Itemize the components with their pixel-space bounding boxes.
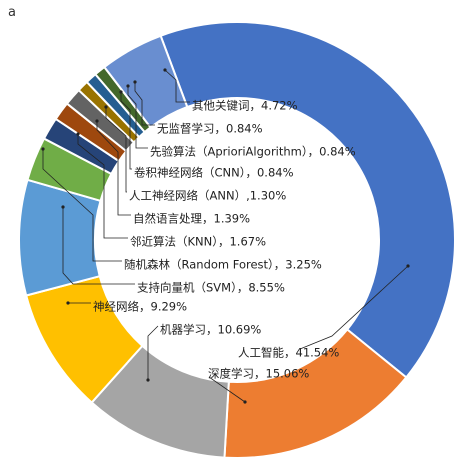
- leader-line: [164, 69, 190, 103]
- leader-line: [62, 207, 135, 285]
- leader-dot: [104, 105, 108, 109]
- leader-line: [147, 325, 159, 380]
- data-label: 邻近算法（KNN），1.67%: [130, 235, 266, 249]
- leader-dot: [119, 90, 123, 94]
- donut-slice: [159, 21, 456, 379]
- leader-line: [299, 265, 409, 350]
- leader-dot: [76, 132, 80, 136]
- leader-line: [105, 107, 127, 193]
- leader-lines: [41, 68, 410, 404]
- data-label: 自然语言处理，1.39%: [133, 212, 250, 226]
- data-labels: 人工智能，41.54% 深度学习，15.06% 机器学习，10.69% 神经网络，9.…: [93, 99, 356, 381]
- data-label: 神经网络，9.29%: [93, 300, 187, 314]
- leader-dot: [243, 400, 247, 404]
- data-label: 无监督学习，0.84%: [157, 122, 263, 136]
- donut-slice: [102, 34, 189, 129]
- leader-line: [77, 134, 128, 239]
- donut-slices: [18, 21, 456, 459]
- data-label: 其他关键词，4.72%: [192, 99, 298, 113]
- data-label: 深度学习，15.06%: [208, 367, 309, 381]
- panel-label: a: [8, 5, 16, 20]
- data-label: 支持向量机（SVM），8.55%: [137, 281, 285, 295]
- data-label: 人工智能，41.54%: [238, 346, 339, 360]
- leader-dot: [41, 147, 45, 151]
- leader-line: [127, 86, 148, 149]
- data-label: 卷积神经网络（CNN），0.84%: [134, 166, 294, 180]
- leader-line: [42, 149, 122, 262]
- leader-dot: [95, 119, 99, 123]
- data-label: 人工神经网络（ANN）,1.30%: [129, 189, 286, 203]
- data-label: 随机森林（Random Forest），3.25%: [124, 258, 322, 272]
- leader-dot: [66, 301, 70, 305]
- leader-line: [208, 376, 246, 403]
- leader-line: [120, 92, 132, 170]
- data-label: 先验算法（AprioriAlgorithm），0.84%: [150, 145, 356, 159]
- data-label: 机器学习，10.69%: [160, 323, 261, 337]
- leader-dot: [61, 205, 65, 209]
- leader-line: [96, 121, 131, 216]
- leader-dot: [133, 80, 137, 84]
- leader-dot: [163, 68, 167, 72]
- leader-dot: [406, 264, 410, 268]
- leader-line: [134, 82, 155, 126]
- leader-dot: [146, 378, 150, 382]
- leader-dot: [126, 84, 130, 88]
